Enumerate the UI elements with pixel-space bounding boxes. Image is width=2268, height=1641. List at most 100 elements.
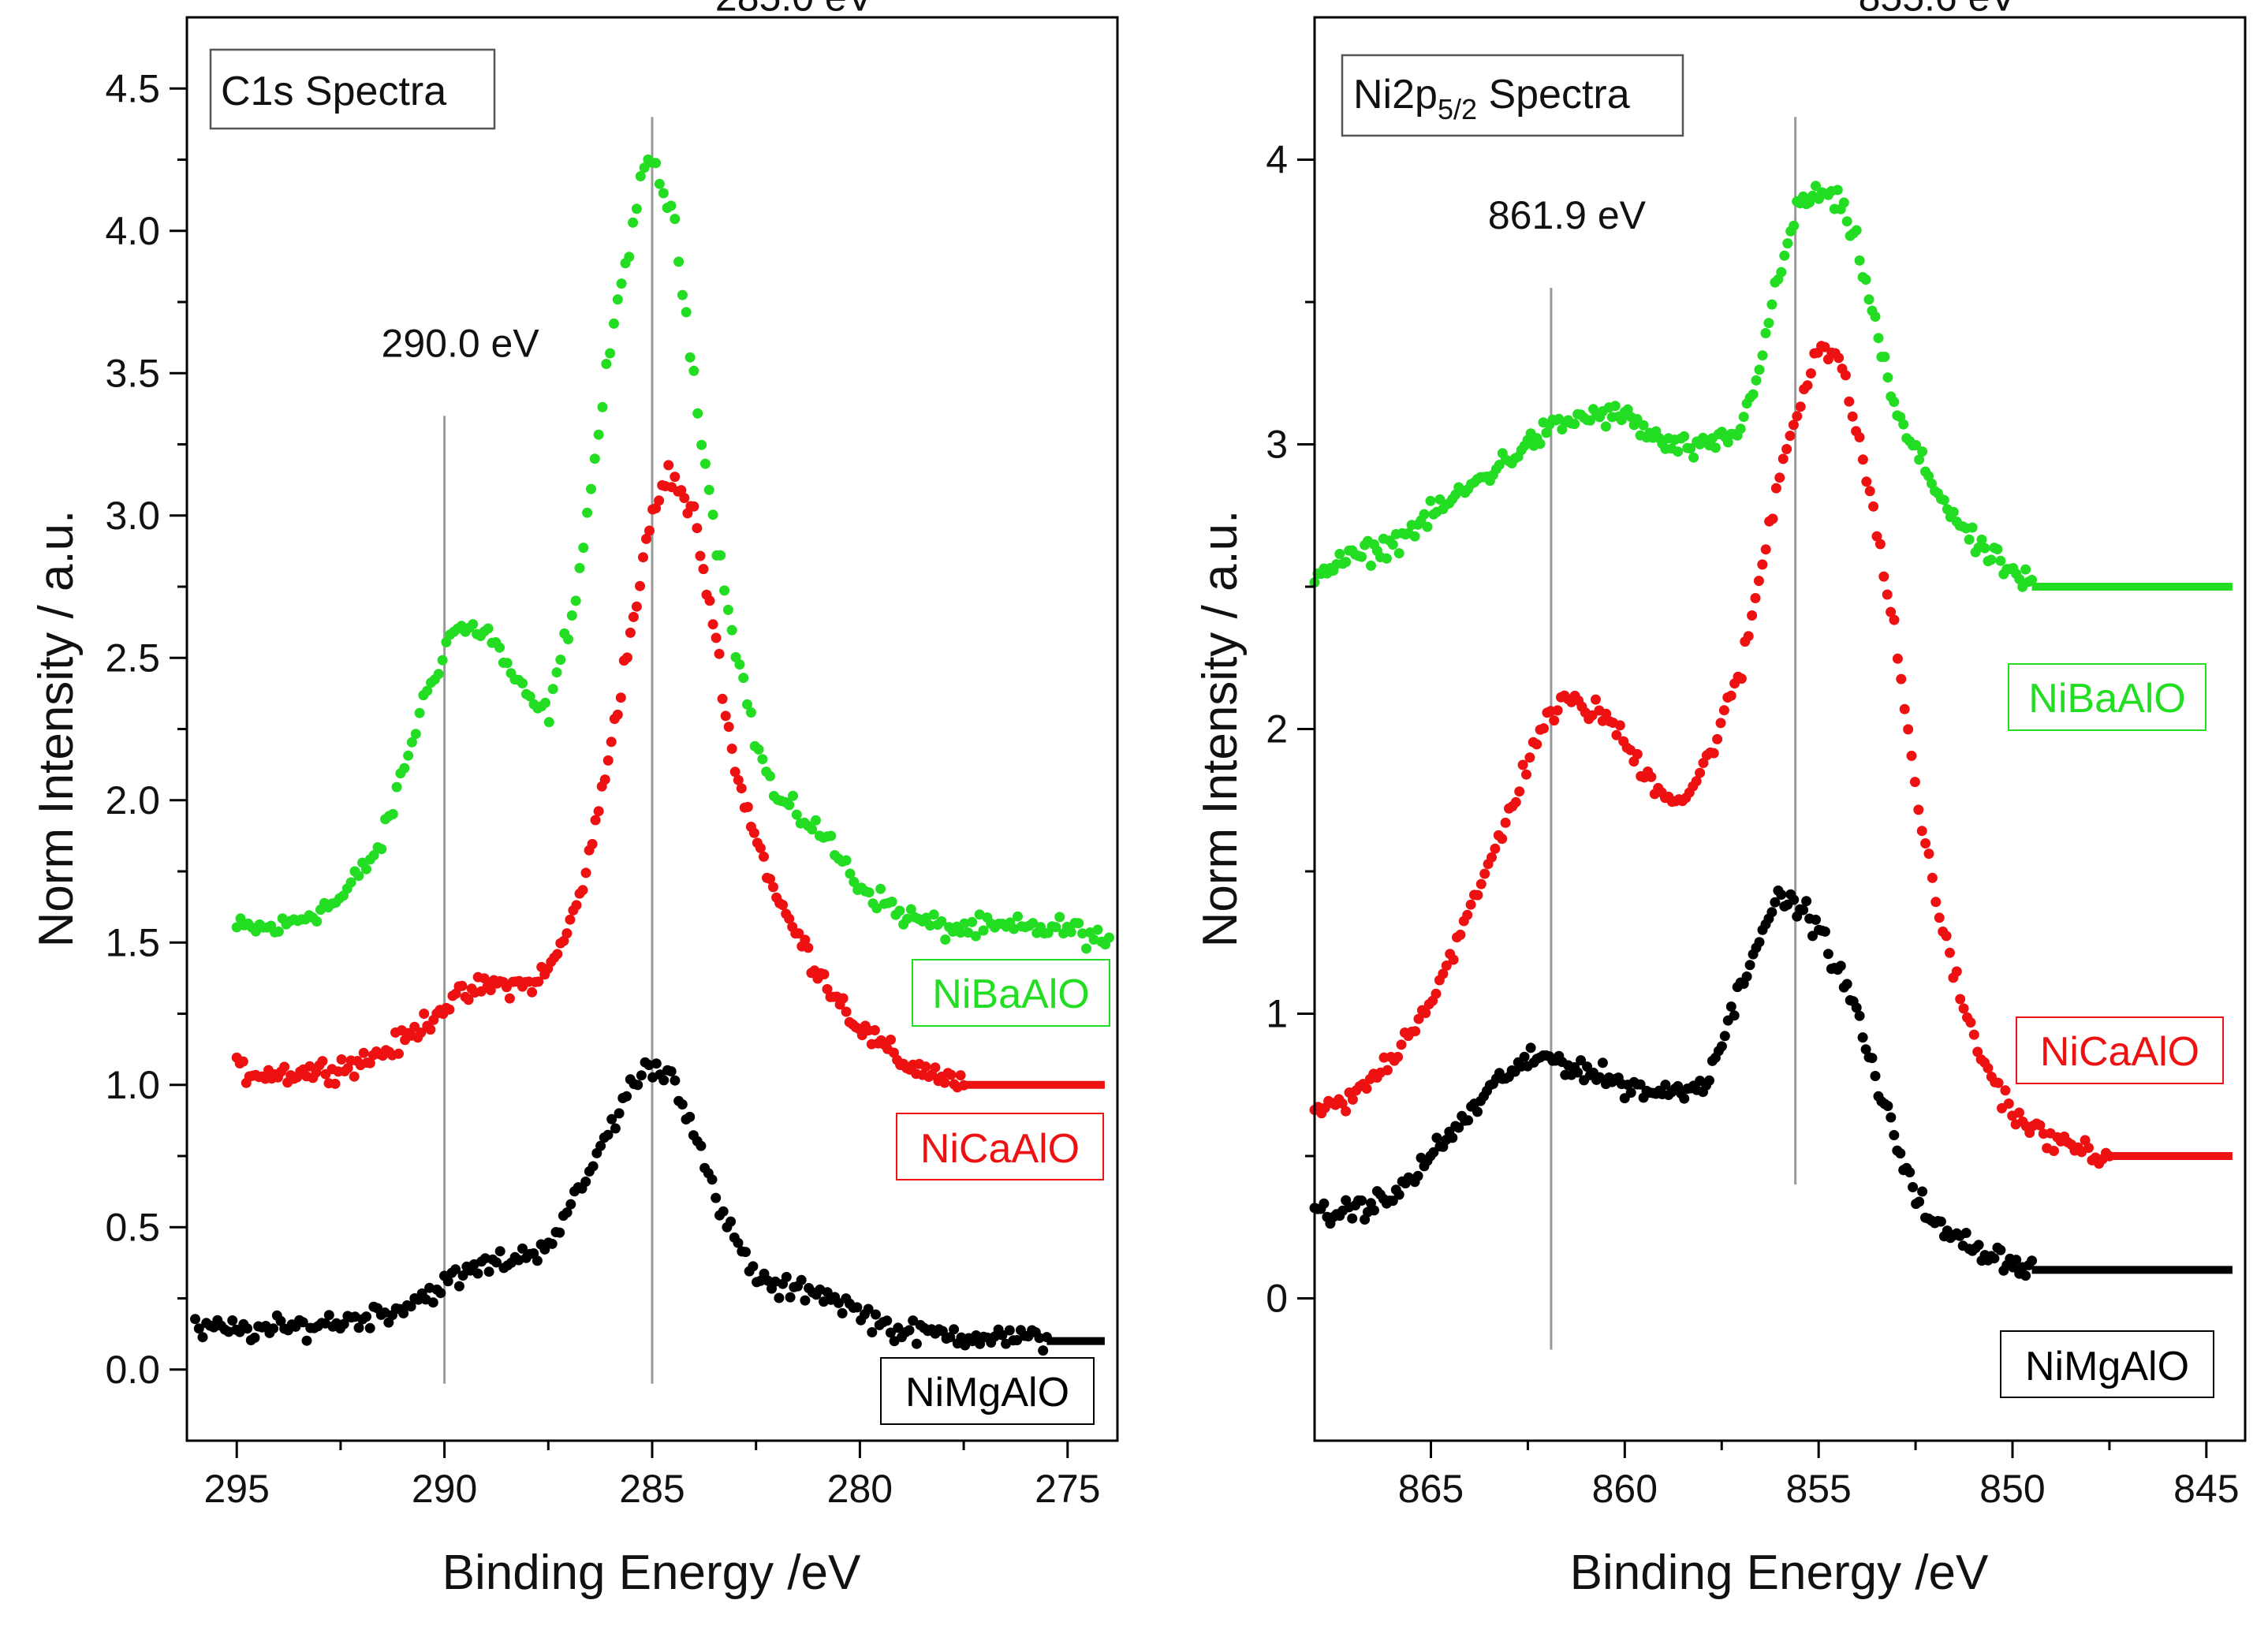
ni2p-point-nicaalo [1490, 843, 1501, 854]
c1s-point-nimgalo [614, 1108, 625, 1119]
ni2p-reference-label-1: 855.6 eV [1859, 0, 2017, 19]
ni2p-point-nicaalo [1844, 396, 1855, 407]
ni2p-point-nicaalo [1833, 352, 1845, 364]
ni2p-reference-labels: 861.9 eV 855.6 eV [1488, 0, 2017, 237]
ni2p-point-nibaalo [1917, 446, 1928, 457]
c1s-point-nimgalo [621, 1091, 632, 1102]
ni2p-point-nibaalo [1387, 539, 1398, 550]
c1s-point-nicaalo [457, 980, 468, 991]
c1s-point-nicaalo [742, 801, 753, 812]
ni2p-point-nibaalo [1911, 440, 1922, 450]
c1s-y-tick-label: 0.5 [105, 1205, 160, 1249]
c1s-point-nicaalo [723, 722, 734, 733]
ni2p-point-nicaalo [1864, 486, 1875, 497]
c1s-point-nimgalo [361, 1311, 371, 1322]
c1s-y-tick-label: 4.0 [105, 209, 160, 253]
c1s-point-nimgalo [595, 1140, 606, 1151]
ni2p-point-nicaalo [2003, 1098, 2014, 1109]
ni2p-point-nibaalo [1673, 446, 1684, 457]
c1s-point-nicaalo [707, 619, 718, 630]
ni2p-point-nimgalo [1597, 1057, 1608, 1069]
c1s-y-tick-label: 2.0 [105, 778, 160, 822]
ni2p-panel: 865 860 855 850 845 0 1 2 3 4 861.9 eV 855.6 eV N… [1193, 0, 2247, 1600]
c1s-point-nicaalo [711, 632, 722, 643]
ni2p-point-nibaalo [1710, 442, 1721, 453]
c1s-point-nimgalo [707, 1174, 718, 1185]
c1s-point-nimgalo [885, 1327, 896, 1338]
ni2p-point-nibaalo [1541, 427, 1552, 438]
c1s-point-nibaalo [1065, 927, 1076, 938]
c1s-point-nicaalo [869, 1025, 880, 1035]
ni2p-point-nibaalo [1751, 375, 1762, 386]
ni2p-point-nimgalo [1387, 1195, 1398, 1207]
c1s-x-tick-label: 275 [1035, 1467, 1100, 1511]
c1s-point-nimgalo [677, 1099, 688, 1110]
ni2p-point-nimgalo [1412, 1170, 1423, 1181]
c1s-point-nicaalo [419, 1009, 430, 1019]
c1s-point-nimgalo [588, 1161, 599, 1172]
c1s-point-nimgalo [852, 1302, 863, 1313]
c1s-point-nimgalo [636, 1070, 647, 1081]
c1s-point-nimgalo [997, 1330, 1008, 1341]
c1s-point-nicaalo [729, 766, 740, 778]
ni2p-point-nimgalo [1917, 1186, 1928, 1197]
c1s-point-nimgalo [658, 1075, 670, 1086]
c1s-legend-frame-nibaalo [912, 959, 1110, 1027]
ni2p-point-nicaalo [1462, 909, 1473, 920]
c1s-point-nibaalo [1050, 922, 1061, 933]
c1s-point-nibaalo [745, 707, 756, 718]
ni2p-point-nibaalo [1341, 557, 1352, 568]
c1s-point-nicaalo [920, 1061, 931, 1072]
ni2p-point-nibaalo [1600, 421, 1611, 432]
ni2p-point-nibaalo [1992, 544, 2003, 554]
c1s-point-nimgalo [911, 1338, 922, 1349]
ni2p-series-nicaalo [1309, 341, 2233, 1169]
c1s-point-nicaalo [695, 550, 706, 561]
c1s-point-nicaalo [336, 1054, 347, 1065]
ni2p-point-nibaalo [1685, 443, 1696, 454]
c1s-reference-labels: 290.0 eV 285.0 eV [382, 0, 874, 365]
c1s-point-nimgalo [275, 1315, 286, 1326]
ni2p-legend-frame-nimgalo [2000, 1330, 2214, 1398]
ni2p-y-tick-label: 0 [1266, 1277, 1288, 1321]
c1s-point-nicaalo [803, 942, 814, 953]
c1s-legend-frame-nicaalo [896, 1113, 1104, 1180]
ni2p-point-nibaalo [1838, 197, 1849, 208]
c1s-point-nibaalo [586, 483, 596, 494]
c1s-point-nicaalo [561, 928, 573, 939]
ni2p-point-nibaalo [1782, 238, 1793, 249]
c1s-point-nimgalo [494, 1246, 505, 1257]
c1s-point-nibaalo [361, 863, 371, 875]
c1s-point-nicaalo [358, 1047, 369, 1058]
ni2p-point-nimgalo [1857, 1032, 1868, 1043]
c1s-point-nibaalo [875, 883, 886, 894]
ni2p-point-nimgalo [1572, 1067, 1583, 1078]
ni2p-point-nicaalo [1448, 954, 1459, 965]
ni2p-point-nibaalo [1860, 274, 1871, 285]
ni2p-point-nicaalo [2049, 1146, 2059, 1156]
c1s-point-nicaalo [641, 533, 651, 544]
c1s-data-series [190, 154, 1114, 1356]
ni2p-point-nicaalo [1712, 733, 1723, 744]
ni2p-point-nimgalo [1819, 926, 1830, 937]
c1s-point-nibaalo [784, 800, 795, 811]
c1s-point-nibaalo [928, 909, 939, 920]
ni2p-data-series [1309, 181, 2233, 1281]
c1s-point-nibaalo [1073, 918, 1084, 929]
c1s-point-nibaalo [543, 717, 554, 728]
c1s-point-nibaalo [936, 916, 947, 927]
ni2p-point-nicaalo [1531, 739, 1542, 750]
c1s-y-tick-label: 4.5 [105, 66, 160, 110]
c1s-point-nibaalo [1013, 911, 1023, 922]
c1s-point-nicaalo [571, 900, 582, 911]
c1s-point-nicaalo [416, 1027, 427, 1038]
ni2p-legend-nicaalo: NiCaAlO [2016, 1016, 2224, 1084]
ni2p-point-nicaalo [1718, 705, 1729, 716]
c1s-panel: 295 290 285 280 275 0.0 0.5 1.0 1.5 2.0 2.5 3.0 3.5… [29, 0, 1119, 1600]
ni2p-legend-nibaalo: NiBaAlO [2008, 663, 2206, 731]
ni2p-x-axis-label: Binding Energy /eV [1570, 1546, 1989, 1600]
c1s-point-nibaalo [864, 887, 875, 898]
ni2p-point-nimgalo [1886, 1112, 1897, 1123]
ni2p-point-nicaalo [1757, 559, 1768, 570]
ni2p-point-nicaalo [1646, 771, 1657, 782]
